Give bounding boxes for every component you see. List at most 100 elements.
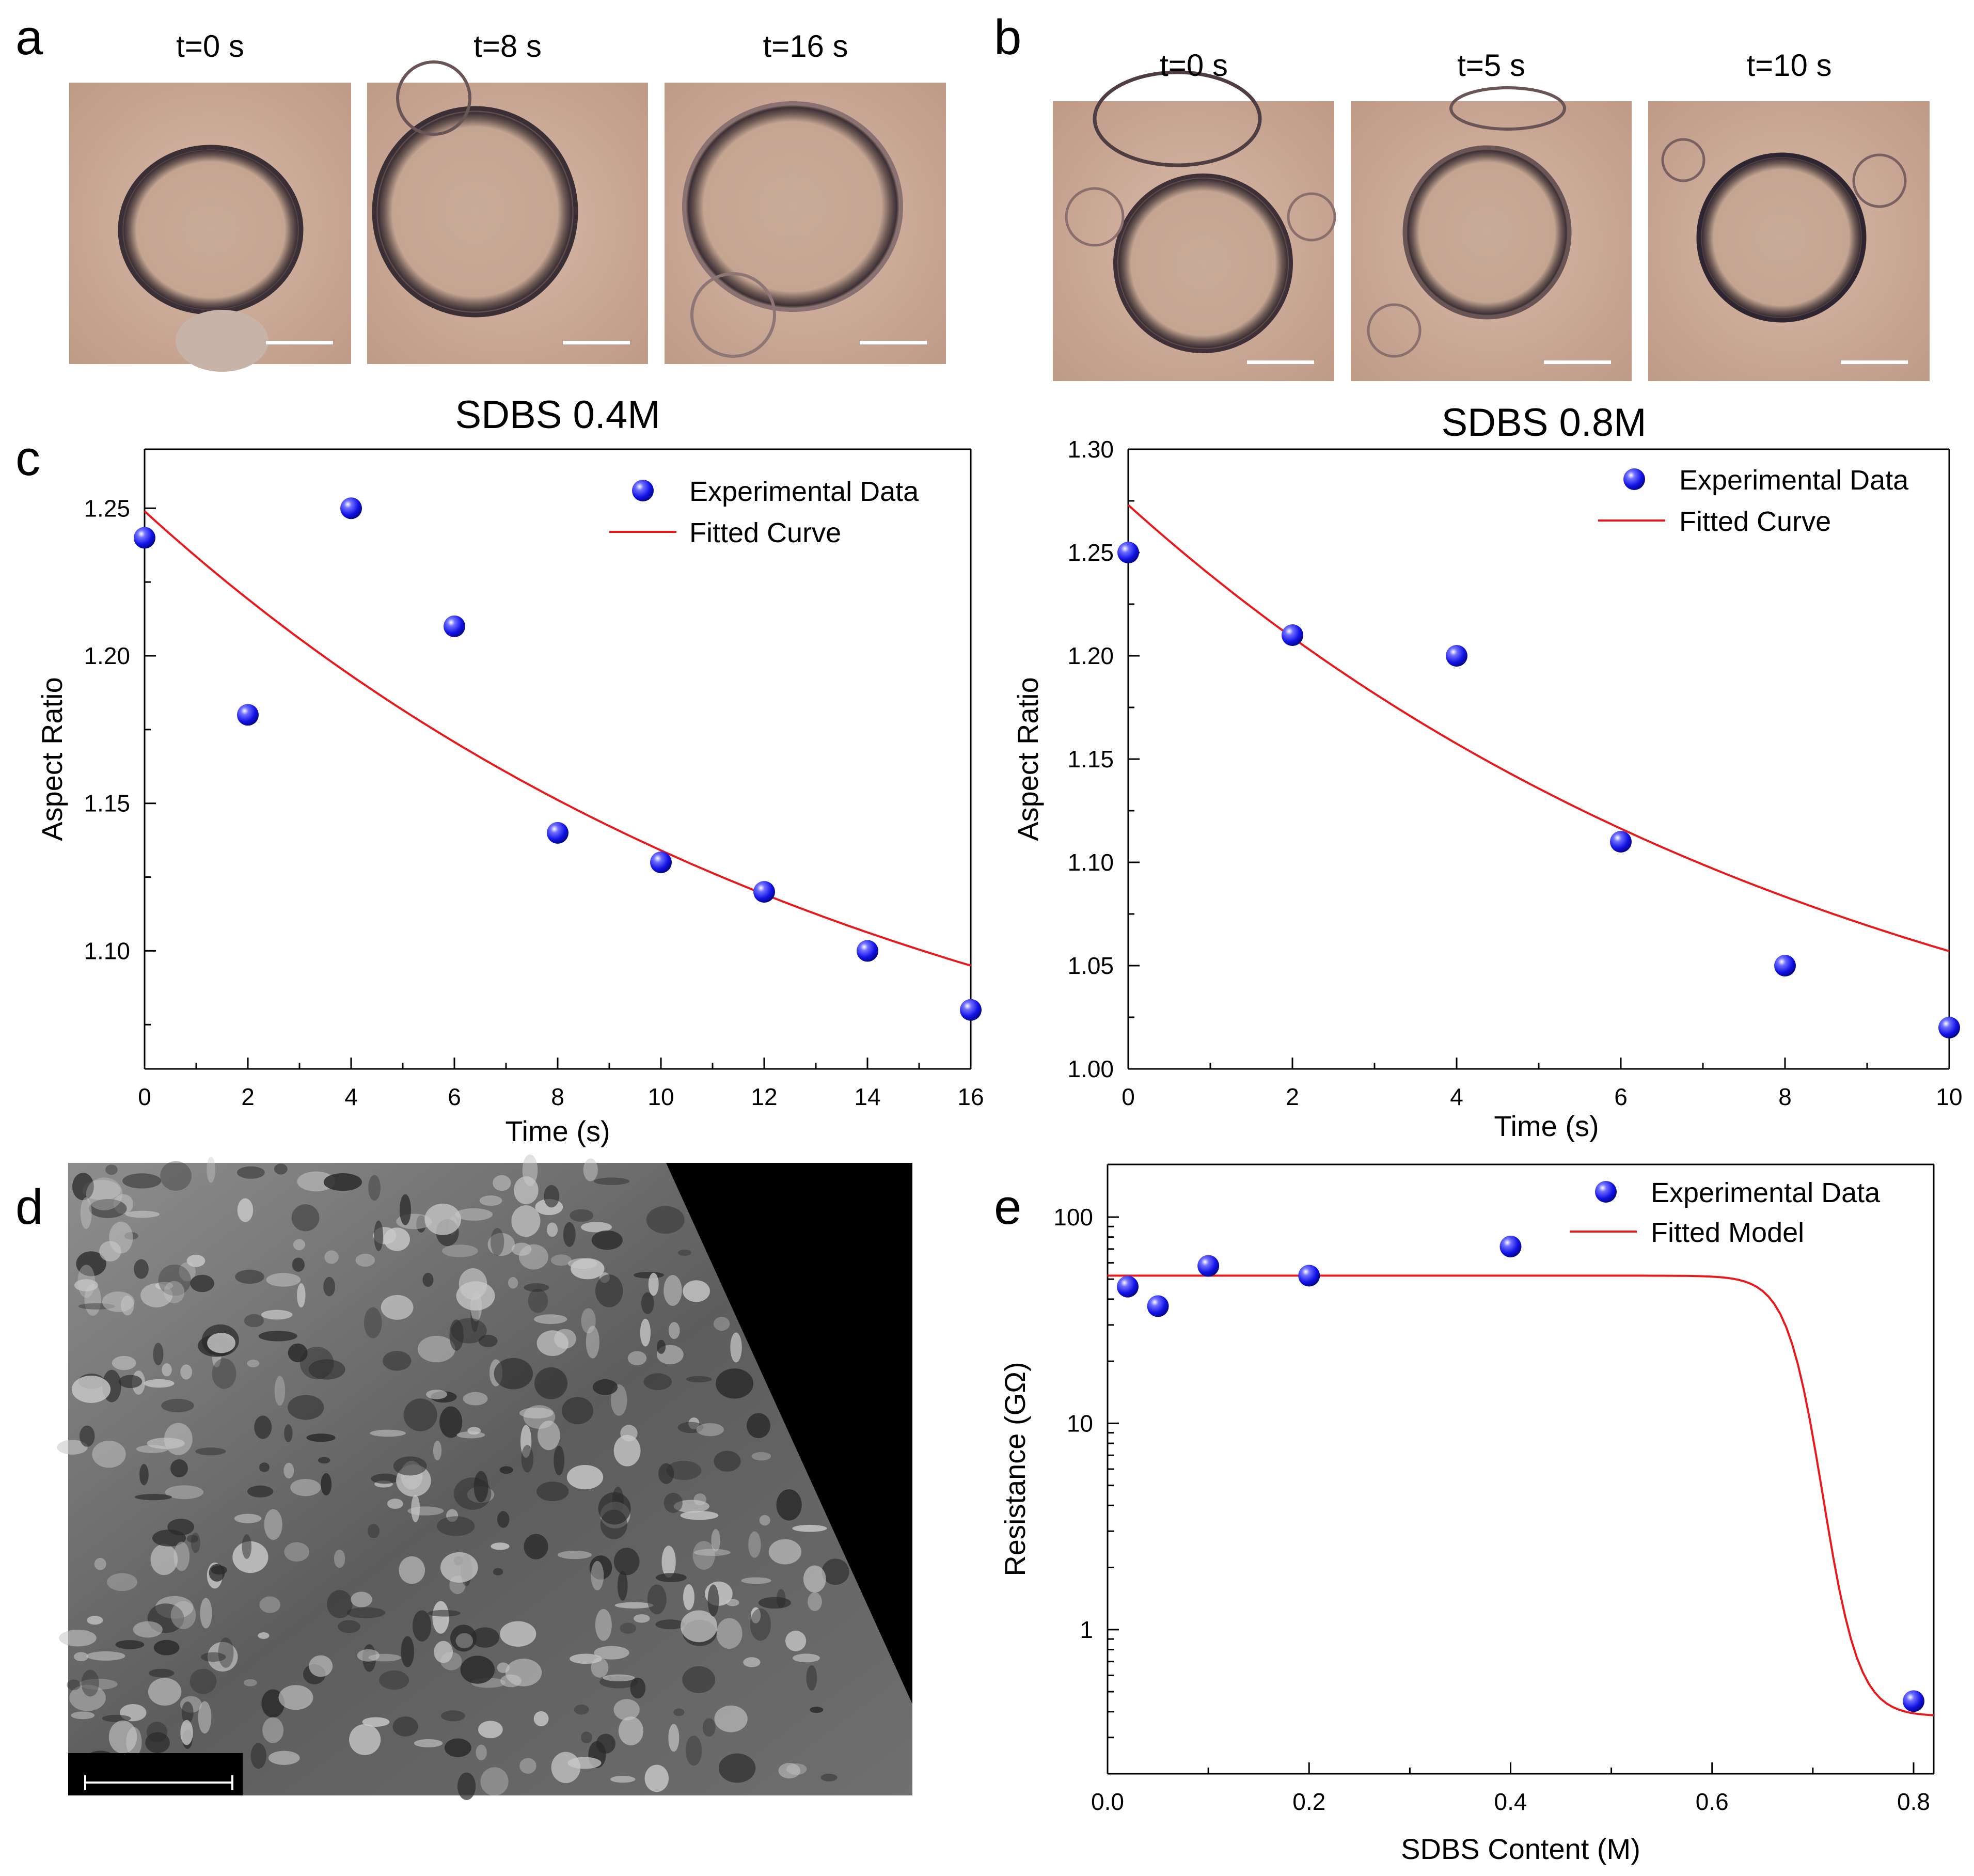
panel-label-e: e [994, 1179, 1022, 1235]
sem-pore [499, 1466, 513, 1474]
legend-label-fit: Fitted Curve [689, 517, 841, 548]
sem-grain [508, 1277, 518, 1289]
sem-grain [86, 1177, 123, 1210]
sem-grain [571, 1258, 605, 1280]
sem-grain [566, 1464, 604, 1490]
y-axis-label: Aspect Ratio [1012, 677, 1044, 841]
sem-pore [244, 1314, 264, 1328]
legend-label-experimental: Experimental Data [1651, 1177, 1881, 1208]
sem-grain [268, 1751, 300, 1765]
sem-grain [793, 1653, 820, 1663]
sem-grain [683, 1584, 694, 1611]
sem-pore [122, 1173, 162, 1189]
sem-pore [318, 1457, 330, 1464]
panel-label-b: b [994, 10, 1022, 65]
sem-grain [751, 1452, 771, 1461]
y-tick-label: 1.05 [1067, 952, 1114, 979]
sem-grain [92, 1440, 126, 1468]
data-point [237, 704, 259, 726]
sem-pore [707, 1584, 719, 1617]
y-tick-label: 1.10 [84, 937, 130, 964]
sem-pore [630, 1677, 646, 1699]
sem-grain [620, 1425, 638, 1442]
sem-grain [232, 1541, 269, 1573]
sem-pore [379, 1670, 409, 1690]
sem-pore [367, 1524, 380, 1538]
scale-bar [563, 341, 630, 344]
sem-pore [392, 1716, 418, 1737]
sem-grain [144, 1379, 175, 1388]
sem-grain [500, 1621, 536, 1647]
sem-grain [455, 1208, 493, 1221]
data-point [1938, 1017, 1960, 1038]
sem-pore [201, 1652, 226, 1662]
x-tick-label: 16 [957, 1083, 984, 1110]
sem-grain [478, 1721, 503, 1739]
sem-grain [683, 1280, 710, 1302]
sem-pore [259, 1462, 270, 1472]
sem-pore [457, 1772, 476, 1800]
sem-grain [627, 1351, 647, 1366]
sem-pore [714, 1451, 741, 1472]
sem-grain [102, 1291, 135, 1312]
panel-b-frame-1-title: t=0 s [1160, 48, 1228, 83]
sem-grain [424, 1203, 462, 1235]
data-point [444, 615, 465, 637]
sem-grain [59, 1629, 97, 1647]
sem-grain [297, 1171, 336, 1192]
sem-pore [658, 1463, 674, 1484]
sem-grain [519, 1758, 536, 1774]
sem-grain [262, 1717, 284, 1743]
sem-grain [693, 1493, 707, 1506]
sem-grain [778, 1762, 800, 1779]
data-point [1446, 645, 1467, 667]
sem-pore [746, 1413, 770, 1439]
data-point [1499, 1235, 1522, 1257]
sem-pore [441, 1710, 465, 1722]
sem-pore [274, 1163, 288, 1175]
sem-pore [236, 1166, 265, 1179]
y-tick-label: 1.00 [1067, 1055, 1114, 1082]
sem-pore [460, 1656, 495, 1684]
y-axis-label: Aspect Ratio [36, 677, 68, 841]
sem-grain [290, 1478, 321, 1496]
sem-pore [308, 1359, 345, 1380]
sem-grain [258, 1632, 270, 1639]
sem-grain [79, 1678, 118, 1690]
sem-grain [493, 1175, 511, 1191]
x-tick-label: 10 [648, 1083, 674, 1110]
sem-grain [446, 1509, 459, 1522]
sem-pore [327, 1590, 353, 1618]
sem-pore [374, 1220, 384, 1251]
sem-pore [620, 1622, 637, 1634]
x-tick-label: 10 [1936, 1083, 1962, 1110]
sem-grain [259, 1596, 281, 1613]
sem-pore [167, 1519, 195, 1536]
sem-pore [561, 1397, 593, 1425]
data-points [134, 497, 982, 1021]
fitted-curve-line [1127, 504, 1950, 952]
sem-grain [173, 1541, 190, 1571]
panel-b-micrographs [1053, 70, 1930, 381]
sem-pore [186, 1535, 199, 1543]
sem-grain [533, 1711, 549, 1727]
sem-pore [170, 1459, 188, 1478]
data-point [134, 527, 155, 549]
sem-pore [218, 1637, 234, 1668]
fitted-model-line [1108, 1274, 1934, 1716]
sem-scale-label: 10 µm [137, 1756, 173, 1770]
sem-pore [528, 1288, 548, 1313]
sem-pore [76, 1251, 106, 1276]
panel-d-sem-image [57, 1154, 912, 1800]
sem-pore [81, 1669, 100, 1697]
sem-grain [87, 1616, 103, 1625]
legend-marker [1623, 468, 1645, 490]
sem-grain [417, 1335, 455, 1363]
ticks: 0 2 4 6 8 10 12 14 16 1.10 1.15 1.20 1.25 [84, 495, 984, 1110]
sem-grain [634, 1614, 650, 1623]
y-tick-label: 1 [1080, 1616, 1093, 1643]
sem-grain [237, 1198, 254, 1222]
sem-pore [574, 1705, 589, 1715]
sem-pore [613, 1548, 640, 1575]
